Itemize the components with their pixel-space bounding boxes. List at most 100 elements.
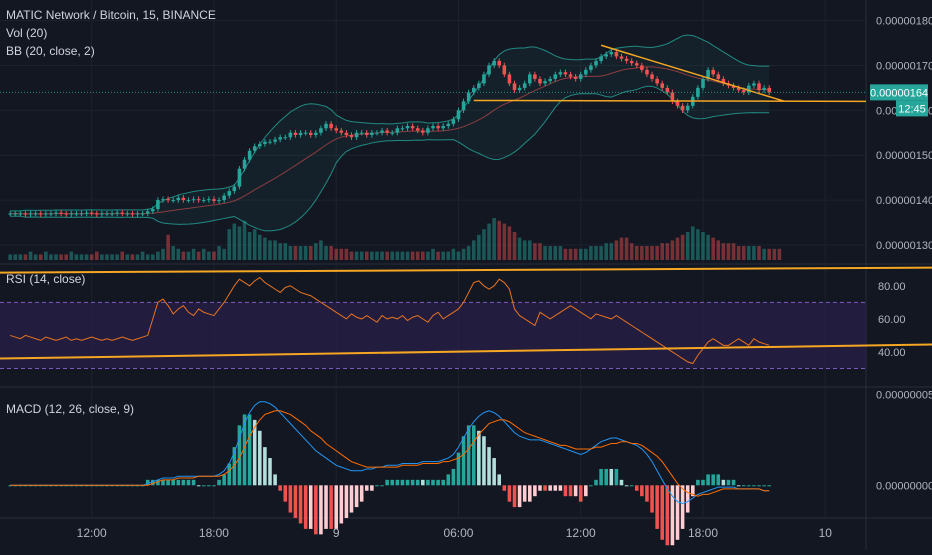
- rsi-legend: RSI (14, close): [6, 270, 85, 288]
- macd-histogram-bar: [594, 479, 598, 486]
- candle-body: [100, 213, 104, 215]
- candle-body: [634, 63, 639, 66]
- volume-bar: [196, 251, 201, 260]
- candle-body: [64, 213, 69, 215]
- volume-bar: [13, 254, 18, 260]
- volume-bar: [726, 243, 731, 260]
- macd-histogram-bar: [456, 452, 461, 486]
- time-axis-label: 12:00: [566, 526, 596, 540]
- candle-body: [120, 212, 125, 214]
- macd-histogram-bar: [339, 485, 344, 524]
- volume-bar: [461, 248, 466, 260]
- candle-body: [522, 83, 527, 88]
- candle-body: [89, 212, 94, 214]
- candle-body: [604, 54, 608, 57]
- volume-bar: [319, 240, 323, 260]
- macd-histogram-bar: [395, 479, 400, 486]
- volume-bar: [69, 251, 74, 260]
- volume-bar: [528, 240, 532, 260]
- volume-bar: [298, 246, 303, 260]
- volume-bar: [84, 254, 89, 260]
- macd-histogram-bar: [466, 425, 471, 486]
- candle-body: [288, 132, 293, 138]
- macd-histogram-bar: [375, 485, 379, 487]
- macd-histogram-bar: [268, 458, 272, 486]
- macd-histogram-bar: [629, 485, 634, 487]
- macd-histogram-bar: [446, 474, 451, 486]
- candle-body: [145, 211, 150, 214]
- volume-bar: [599, 246, 603, 260]
- volume-bar: [762, 248, 766, 260]
- macd-histogram-bar: [380, 485, 384, 487]
- candle-body: [242, 159, 247, 169]
- rsi-title[interactable]: RSI (14, close): [6, 272, 86, 286]
- macd-histogram-bar: [359, 485, 364, 502]
- symbol-title[interactable]: MATIC Network / Bitcoin, 15, BINANCE: [6, 8, 216, 22]
- candle-body: [629, 60, 634, 64]
- candle-body: [283, 137, 288, 139]
- candle-body: [23, 213, 28, 215]
- bollinger-upper: [10, 34, 770, 212]
- candle-body: [207, 199, 211, 201]
- volume-bar: [385, 251, 389, 260]
- macd-legend: MACD (12, 26, close, 9): [6, 400, 134, 418]
- macd-histogram-bar: [207, 485, 211, 487]
- candle-body: [105, 213, 109, 215]
- macd-histogram-bar: [400, 479, 405, 486]
- macd-histogram-bar: [533, 485, 537, 497]
- candle-body: [314, 132, 318, 135]
- volume-legend[interactable]: Vol (20): [6, 26, 48, 40]
- rsi-line: [10, 276, 770, 365]
- volume-bar: [242, 220, 247, 260]
- volume-bar: [466, 246, 471, 260]
- macd-histogram-bar: [258, 430, 262, 486]
- macd-histogram-bar: [640, 485, 644, 497]
- macd-histogram-bar: [156, 479, 160, 486]
- macd-histogram-bar: [522, 485, 527, 502]
- candle-body: [217, 200, 221, 202]
- volume-bar: [721, 243, 726, 260]
- macd-title[interactable]: MACD (12, 26, close, 9): [6, 402, 135, 416]
- candle-body: [334, 128, 338, 131]
- candle-body: [563, 72, 568, 75]
- candle-body: [84, 212, 89, 214]
- volume-bar: [33, 254, 38, 260]
- volume-bar: [288, 246, 293, 260]
- volume-bar: [273, 240, 277, 260]
- volume-bar: [741, 246, 746, 260]
- candle-body: [8, 213, 12, 215]
- volume-bar: [492, 218, 496, 260]
- volume-bar: [665, 243, 670, 260]
- candle-body: [95, 213, 99, 215]
- bollinger-legend[interactable]: BB (20, close, 2): [6, 44, 95, 58]
- volume-bar: [156, 251, 160, 260]
- candle-body: [156, 200, 160, 210]
- candle-body: [380, 130, 384, 133]
- candle-body: [441, 126, 445, 129]
- candle-body: [553, 74, 558, 79]
- candle-body: [752, 83, 756, 86]
- macd-histogram-bar: [543, 485, 547, 491]
- candle-body: [344, 132, 349, 135]
- volume-bar: [283, 243, 288, 260]
- volume-bar: [38, 254, 43, 260]
- candle-body: [614, 51, 619, 57]
- volume-bar: [59, 254, 63, 260]
- volume-bar: [364, 251, 369, 260]
- candle-body: [18, 213, 23, 215]
- macd-histogram-bar: [747, 485, 751, 487]
- time-axis-label: 12:00: [77, 526, 107, 540]
- candle-body: [59, 212, 63, 214]
- volume-bar: [691, 226, 695, 260]
- volume-bar: [344, 248, 349, 260]
- candle-body: [451, 119, 456, 124]
- macd-histogram-bar: [538, 485, 542, 491]
- volume-bar: [477, 234, 481, 260]
- volume-bar: [451, 248, 456, 260]
- volume-bar: [517, 237, 522, 260]
- candle-body: [171, 200, 175, 202]
- candle-body: [354, 132, 359, 138]
- volume-bar: [543, 246, 547, 260]
